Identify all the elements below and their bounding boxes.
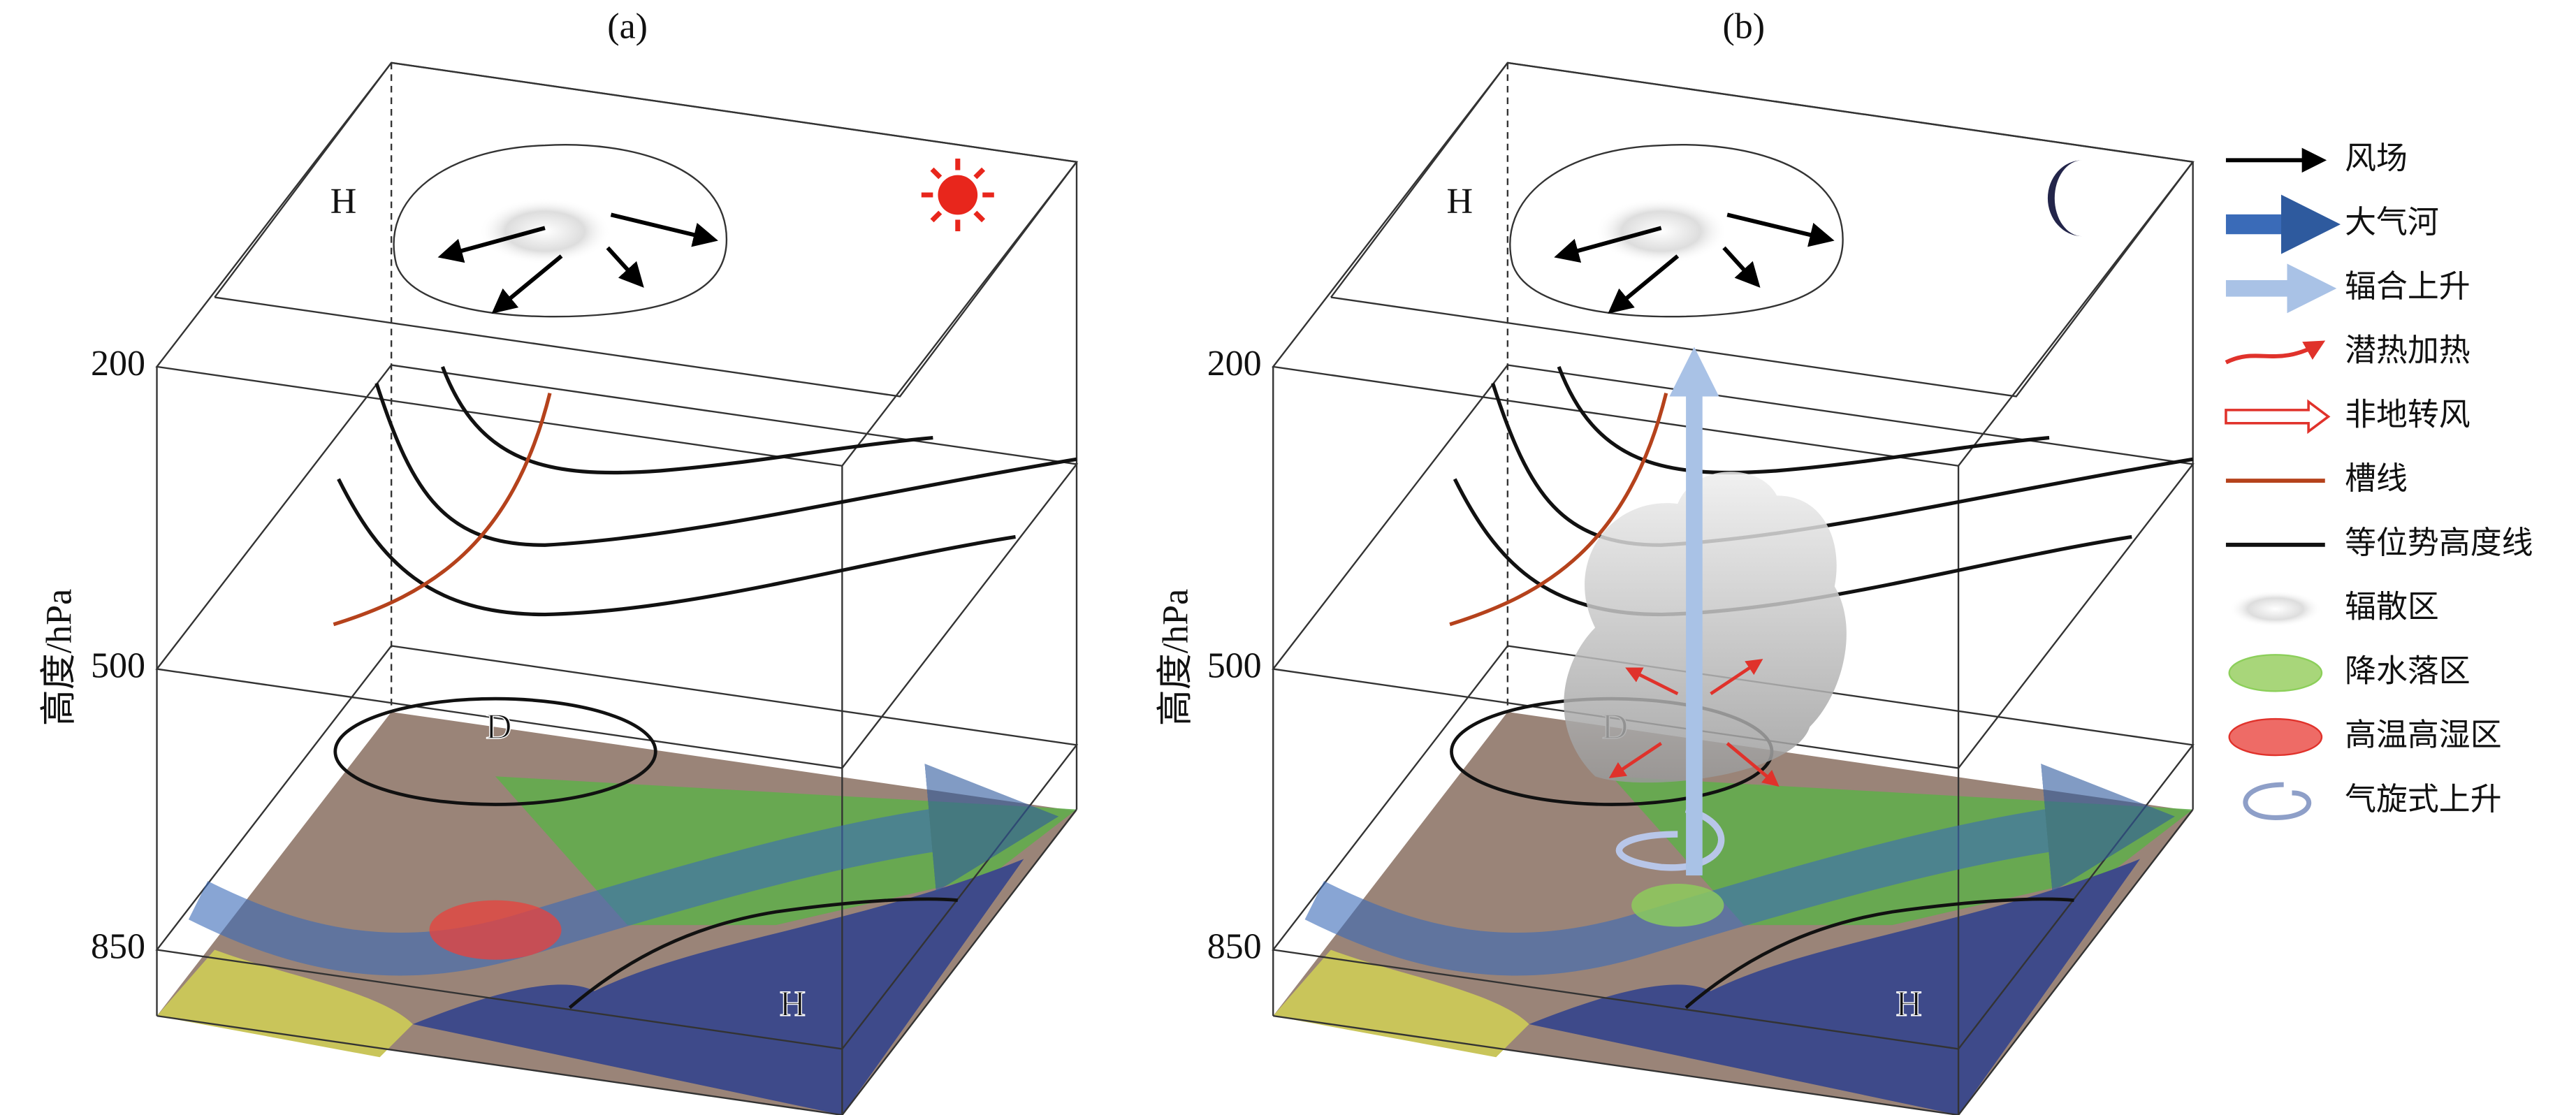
level-plane: [155, 364, 1079, 769]
wind-arrow: [1726, 212, 1835, 247]
wind-arrow: [1608, 254, 1680, 314]
divergence-area: [1595, 198, 1728, 265]
high-label-bottom: H: [1895, 984, 1922, 1024]
legend-icon: [2229, 590, 2322, 627]
legend-label: 高温高湿区: [2345, 716, 2501, 753]
map-coast: [157, 949, 413, 1058]
level-label: 850: [91, 926, 145, 966]
trough-line: [1449, 393, 1668, 627]
latent-heating: [1726, 742, 1780, 787]
latent-heating: [1625, 667, 1679, 696]
level-label: 500: [1207, 646, 1262, 686]
divergence-area: [479, 198, 611, 265]
legend-label: 大气河: [2345, 203, 2439, 240]
legend-icon: [2225, 340, 2326, 365]
legend-label: 潜热加热: [2345, 332, 2471, 369]
hot-humid-area: [429, 900, 562, 960]
legend: 风场大气河辐合上升潜热加热非地转风槽线等位势高度线辐散区降水落区高温高湿区气旋式…: [2225, 139, 2533, 820]
bottom-contour: [568, 897, 959, 1010]
wind-arrow: [491, 254, 563, 314]
axis-label: 高度/hPa: [40, 589, 80, 726]
atmospheric-river: [1304, 764, 2175, 976]
moon: [2047, 160, 2083, 237]
wind-arrow: [1722, 246, 1761, 288]
geopotential-contour: [374, 382, 1077, 547]
cloud: [1564, 472, 1847, 783]
geopotential-contour: [337, 478, 1016, 617]
sun-ray: [930, 167, 943, 180]
low-contour: [333, 697, 657, 806]
legend-label: 非地转风: [2345, 395, 2471, 432]
legend-icon: [2228, 717, 2323, 757]
level-label: 500: [91, 646, 145, 686]
latent-heating: [1710, 659, 1763, 696]
level-label: 200: [91, 344, 145, 384]
legend-label: 槽线: [2345, 460, 2408, 497]
level-label: 200: [1207, 344, 1262, 384]
wind-arrow: [1554, 226, 1662, 263]
legend-label: 降水落区: [2345, 652, 2471, 689]
high-label: H: [1447, 182, 1473, 221]
legend-label: 风场: [2345, 139, 2408, 176]
map-sea: [412, 859, 1024, 1115]
low-label: D: [486, 707, 512, 747]
latent-heating: [1608, 742, 1662, 778]
bottom-contour: [1684, 897, 2074, 1010]
axis-label: 高度/hPa: [1156, 589, 1195, 726]
legend-label: 气旋式上升: [2345, 780, 2501, 817]
wind-arrow: [437, 226, 546, 263]
legend-icon: [2243, 782, 2312, 820]
geopotential-contour: [1557, 365, 2050, 475]
wind-arrow: [610, 212, 718, 247]
legend-icon: [2225, 399, 2331, 435]
sun-ray: [930, 210, 943, 223]
map-coast: [1273, 949, 1529, 1058]
level-plane: [155, 645, 1079, 1050]
panel-label: (a): [607, 6, 648, 46]
geopotential-contour: [440, 365, 933, 475]
level-plane: [155, 61, 1079, 467]
divergence-ellipse: [1509, 144, 1844, 318]
legend-icon: [2228, 654, 2323, 692]
sun: [938, 175, 978, 215]
level-label: 850: [1207, 926, 1262, 966]
panel-label: (b): [1723, 6, 1766, 46]
sun-ray: [973, 167, 986, 180]
panel: (a) 200 500 850 高度/hPa H D H: [40, 6, 1079, 1115]
legend-label: 辐合上升: [2345, 268, 2471, 305]
divergence-ellipse: [393, 144, 728, 318]
legend-label: 辐散区: [2345, 588, 2439, 625]
map-sea: [1529, 859, 2141, 1115]
level-plane: [1272, 61, 2195, 467]
sun-ray: [973, 210, 986, 223]
cyclonic-ascent: [1615, 806, 1725, 871]
high-label: H: [330, 182, 357, 221]
precip-area: [1631, 883, 1724, 927]
trough-line: [333, 393, 552, 627]
high-label-bottom: H: [780, 984, 806, 1024]
legend-label: 等位势高度线: [2345, 524, 2533, 561]
level-plane: [1272, 645, 2195, 1050]
wind-arrow: [606, 246, 644, 288]
